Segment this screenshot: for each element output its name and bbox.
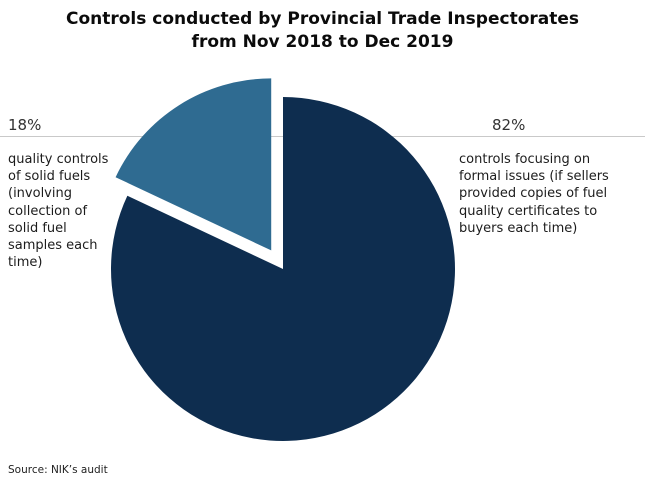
source-note: Source: NIK’s audit bbox=[8, 464, 108, 476]
slice-label-solid-fuel-quality: 18% bbox=[8, 116, 42, 134]
description-line: quality certificates to bbox=[459, 203, 598, 219]
slice-description-formal-issues: controls focusing on formal issues (if s… bbox=[459, 151, 609, 237]
slice-label-formal-issues: 82% bbox=[492, 116, 526, 134]
chart-title: Controls conducted by Provincial Trade I… bbox=[0, 8, 645, 54]
chart-title-line-2: from Nov 2018 to Dec 2019 bbox=[191, 32, 454, 52]
pie-slice-solid-fuel-quality bbox=[115, 78, 272, 251]
description-line: samples each bbox=[8, 238, 98, 254]
description-line: buyers each time) bbox=[459, 220, 578, 236]
description-line: controls focusing on bbox=[459, 152, 591, 167]
description-line: solid fuel bbox=[8, 220, 67, 236]
description-line: formal issues (if sellers bbox=[459, 169, 609, 185]
slice-description-solid-fuel-quality: quality controls of solid fuels (involvi… bbox=[8, 151, 108, 271]
description-line: of solid fuels bbox=[8, 169, 91, 185]
pie-slice-formal-issues bbox=[110, 97, 455, 441]
chart-title-line-1: Controls conducted by Provincial Trade I… bbox=[65, 9, 580, 29]
description-line: collection of bbox=[8, 203, 88, 219]
description-line: (involving bbox=[8, 186, 72, 202]
pie-slices bbox=[110, 78, 455, 441]
description-line: time) bbox=[8, 255, 43, 271]
description-line: quality controls bbox=[8, 152, 109, 167]
description-line: provided copies of fuel bbox=[459, 186, 608, 202]
